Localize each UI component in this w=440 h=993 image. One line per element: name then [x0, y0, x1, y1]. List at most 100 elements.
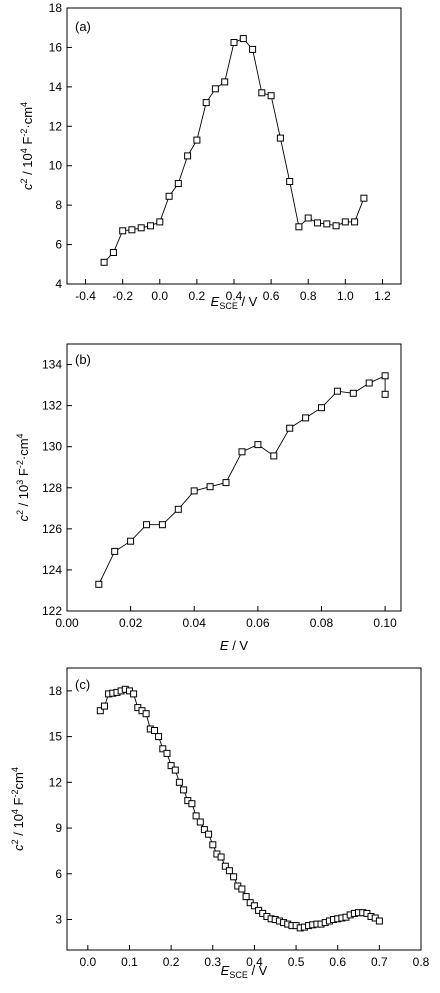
y-tick-label-c: 3 [55, 913, 62, 927]
data-point-b [254, 441, 262, 449]
panel-label-b: (b) [75, 352, 91, 367]
x-tick-label-a: 0.8 [300, 289, 317, 303]
data-point-a [193, 136, 201, 144]
x-tick-label-a: 0.4 [226, 289, 243, 303]
y-tick-label-a: 4 [55, 277, 62, 291]
x-tick-label-c: 0.7 [371, 955, 388, 969]
x-tick-label-a: 1.0 [337, 289, 354, 303]
y-tick-label-b: 132 [42, 399, 62, 413]
data-point-b [222, 479, 230, 487]
y-axis-title-b: c2 / 103 F-2·cm4 [15, 433, 31, 521]
x-tick-label-b: 0.08 [310, 616, 334, 630]
x-tick-label-a: 0.2 [189, 289, 206, 303]
y-tick-label-a: 8 [55, 198, 62, 212]
plot-frame-b [66, 343, 402, 612]
panel-b: (b) 0.00 0.02 0.04 0.06 0.08 0.10 122 124 126 128… [15, 343, 402, 653]
data-point-a [156, 218, 164, 226]
data-point-a [295, 223, 303, 231]
x-axis-title-b: E / V [220, 638, 249, 653]
data-point-c [155, 733, 163, 741]
data-point-c [101, 702, 108, 710]
data-point-c [217, 853, 225, 861]
data-point-c [180, 786, 188, 794]
y-tick-label-b: 126 [42, 522, 62, 536]
data-point-c [221, 862, 229, 870]
data-point-b [381, 372, 389, 380]
data-point-a [314, 219, 321, 227]
data-point-a [109, 249, 117, 256]
data-point-a [267, 92, 275, 100]
data-point-a [323, 220, 331, 228]
panel-a: (a) -0.4 -0.2 0.0 0.2 0.4 0.6 0.8 1.0 1.2 4 6 8 10 12… [19, 1, 402, 311]
data-point-b [174, 505, 182, 513]
x-tick-label-b: 0.02 [119, 616, 143, 630]
data-point-a [100, 258, 108, 266]
data-point-c [142, 710, 150, 718]
data-point-b [318, 404, 325, 412]
data-point-a [286, 178, 294, 185]
x-tick-label-a: -0.4 [75, 289, 96, 303]
x-tick-label-b: 0.06 [246, 616, 270, 630]
data-point-c [205, 830, 213, 838]
data-point-a [360, 194, 368, 202]
panel-c: (c) 0.0 0.1 0.2 0.3 0.4 0.5 0.6 0.7 0.8 3 6 9 12 15 18… [10, 667, 430, 980]
plot-frame-c [66, 667, 422, 951]
y-tick-label-b: 122 [42, 604, 62, 618]
data-point-c [196, 818, 204, 826]
x-tick-label-c: 0.5 [288, 955, 305, 969]
data-point-c [96, 707, 104, 715]
data-point-b [111, 547, 119, 555]
x-tick-label-a: -0.2 [112, 289, 133, 303]
data-point-b [286, 424, 294, 432]
data-point-c [192, 812, 200, 820]
y-tick-label-a: 12 [49, 119, 63, 133]
data-point-c [225, 867, 233, 875]
x-tick-label-b: 0.10 [373, 616, 397, 630]
y-tick-label-a: 14 [49, 80, 63, 94]
data-point-b [238, 448, 246, 456]
data-point-a [137, 224, 145, 232]
x-tick-label-b: 0.00 [55, 616, 79, 630]
y-tick-label-a: 10 [49, 159, 63, 173]
y-tick-label-c: 12 [49, 775, 63, 789]
data-point-c [163, 749, 171, 757]
data-point-b [143, 521, 150, 529]
data-point-a [304, 214, 312, 222]
data-point-c [242, 893, 250, 901]
data-point-c [209, 841, 217, 849]
data-point-b [302, 414, 310, 422]
data-point-c [375, 917, 383, 925]
data-point-a [341, 218, 349, 226]
x-tick-label-a: 0.6 [263, 289, 280, 303]
y-tick-label-c: 18 [49, 684, 63, 698]
x-tick-label-c: 0.0 [79, 955, 96, 969]
x-tick-label-a: 1.2 [374, 289, 391, 303]
x-tick-label-c: 0.3 [204, 955, 221, 969]
data-point-a [165, 192, 173, 200]
data-point-a [351, 218, 359, 226]
x-tick-label-c: 0.6 [329, 955, 346, 969]
y-tick-label-a: 18 [49, 1, 63, 15]
data-point-a [119, 227, 127, 235]
data-point-a [184, 152, 192, 160]
x-tick-label-b: 0.04 [183, 616, 207, 630]
data-point-c [175, 778, 183, 786]
data-point-a [128, 226, 136, 234]
data-point-b [190, 487, 198, 495]
x-tick-label-c: 0.8 [413, 955, 430, 969]
data-point-a [202, 99, 210, 107]
data-point-c [151, 727, 158, 734]
data-point-c [188, 800, 196, 808]
data-point-a [211, 85, 219, 93]
data-point-a [249, 45, 257, 53]
data-point-c [250, 902, 258, 910]
data-point-c [167, 762, 175, 770]
data-point-b [381, 390, 389, 398]
y-tick-label-a: 6 [55, 238, 62, 252]
y-tick-label-b: 124 [42, 563, 62, 577]
y-tick-label-b: 130 [42, 440, 62, 454]
data-point-b [95, 580, 103, 588]
data-point-a [174, 180, 182, 187]
data-point-b [127, 537, 135, 545]
